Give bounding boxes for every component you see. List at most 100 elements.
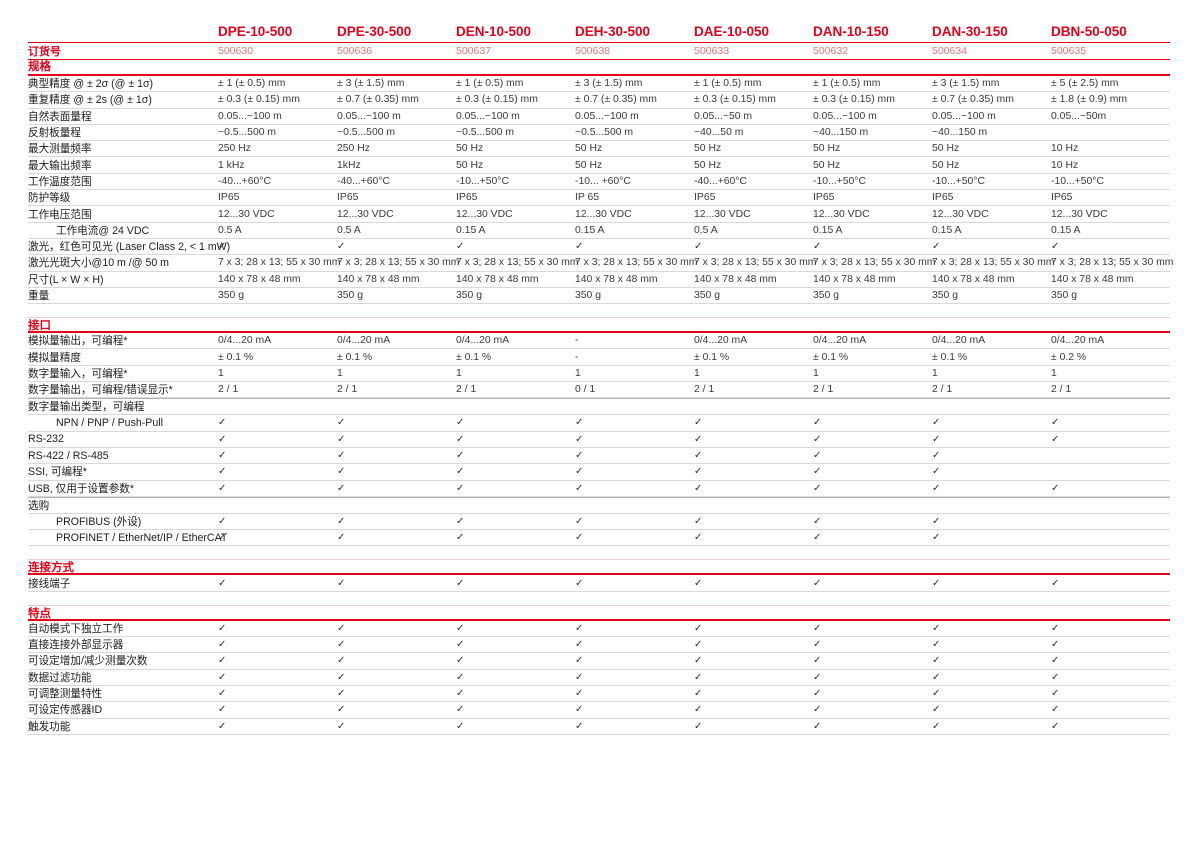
table-row: 重复精度 @ ± 2s (@ ± 1σ) ± 0.3 (± 0.15) mm ± 0…: [28, 92, 1170, 109]
check-mark: ✓: [575, 622, 584, 634]
check-mark: ✓: [337, 515, 346, 527]
check-mark: ✓: [218, 532, 227, 544]
row-label: 最大输出频率: [28, 159, 92, 172]
check-mark: ✓: [575, 720, 584, 732]
cell-value: -40...+60°C: [694, 175, 747, 187]
cell-value: ± 0.7 (± 0.35) mm: [337, 94, 419, 106]
cell-value: 1: [218, 367, 224, 379]
cell-value: 1: [1051, 367, 1057, 379]
cell-value: 2 / 1: [694, 384, 715, 396]
table-row: 典型精度 @ ± 2σ (@ ± 1σ) ± 1 (± 0.5) mm ± 3 (±…: [28, 76, 1170, 93]
row-label: 自然表面量程: [28, 110, 92, 123]
cell-value: 1kHz: [337, 159, 361, 171]
cell-value: ± 0.1 %: [813, 351, 849, 363]
check-mark: ✓: [1051, 482, 1060, 494]
check-mark: ✓: [575, 433, 584, 445]
table-row: 数字量输入，可编程* 1 1 1 1 1 1 1 1: [28, 366, 1170, 383]
check-mark: ✓: [1051, 688, 1060, 700]
cell-value: 50 Hz: [813, 159, 841, 171]
section-header: 接口: [28, 317, 1170, 334]
table-row: 模拟量精度 ± 0.1 % ± 0.1 % ± 0.1 % - ± 0.1 % ± 0.1 …: [28, 349, 1170, 366]
cell-value: 7 x 3; 28 x 13; 55 x 30 mm: [813, 257, 936, 269]
check-mark: ✓: [694, 241, 703, 253]
cell-value: 0/4...20 mA: [218, 335, 272, 347]
check-mark: ✓: [337, 720, 346, 732]
check-mark: ✓: [337, 466, 346, 478]
row-label: NPN / PNP / Push-Pull: [56, 416, 163, 429]
check-mark: ✓: [337, 532, 346, 544]
cell-value: 50 Hz: [813, 143, 841, 155]
check-mark: ✓: [218, 450, 227, 462]
check-mark: ✓: [575, 450, 584, 462]
order-number-label: 订货号: [28, 46, 61, 58]
cell-value: IP65: [1051, 192, 1073, 204]
table-row: 直接连接外部显示器 ✓ ✓ ✓ ✓ ✓ ✓ ✓ ✓: [28, 637, 1170, 654]
check-mark: ✓: [1051, 417, 1060, 429]
table-row: 自然表面量程 0.05...~100 m 0.05...~100 m 0.05...~…: [28, 109, 1170, 125]
check-mark: ✓: [932, 532, 941, 544]
table-row: RS-232 ✓ ✓ ✓ ✓ ✓ ✓ ✓ ✓: [28, 432, 1170, 448]
cell-value: 0.5 A: [218, 224, 242, 236]
cell-value: 0/4...20 mA: [694, 335, 748, 347]
cell-value: 7 x 3; 28 x 13; 55 x 30 mm: [1051, 257, 1174, 269]
cell-value: ± 0.3 (± 0.15) mm: [694, 94, 776, 106]
cell-value: ± 1.8 (± 0.9) mm: [1051, 94, 1128, 106]
check-mark: ✓: [218, 417, 227, 429]
check-mark: ✓: [932, 704, 941, 716]
check-mark: ✓: [337, 241, 346, 253]
cell-value: 350 g: [218, 290, 245, 301]
cell-value: ~40...150 m: [932, 127, 988, 139]
check-mark: ✓: [337, 655, 346, 667]
product-name: DBN-50-050: [1051, 24, 1127, 39]
check-mark: ✓: [1051, 720, 1060, 732]
cell-value: 140 x 78 x 48 mm: [575, 273, 658, 285]
order-number: 500638: [575, 45, 611, 57]
row-label: 可设定传感器ID: [28, 704, 103, 717]
check-mark: ✓: [218, 577, 227, 589]
check-mark: ✓: [218, 241, 227, 253]
table-row: PROFIBUS (外设) ✓ ✓ ✓ ✓ ✓ ✓ ✓: [28, 514, 1170, 531]
cell-value: 50 Hz: [932, 143, 960, 155]
cell-value: 12...30 VDC: [337, 208, 394, 220]
cell-value: 140 x 78 x 48 mm: [456, 273, 539, 285]
check-mark: ✓: [456, 639, 465, 651]
cell-value: ± 0.2 %: [1051, 351, 1087, 363]
row-label: RS-422 / RS-485: [28, 449, 109, 462]
check-mark: ✓: [218, 433, 227, 445]
check-mark: ✓: [575, 577, 584, 589]
row-label: 选购: [28, 499, 50, 512]
check-mark: ✓: [575, 688, 584, 700]
cell-value: IP65: [932, 192, 954, 204]
section-title: 连接方式: [28, 562, 74, 575]
cell-value: IP65: [456, 192, 478, 204]
section-header: 特点: [28, 604, 1170, 621]
section-title: 接口: [28, 320, 51, 333]
check-mark: ✓: [575, 241, 584, 253]
cell-value: 50 Hz: [575, 159, 603, 171]
check-mark: ✓: [456, 466, 465, 478]
check-mark: ✓: [337, 704, 346, 716]
cell-value: 140 x 78 x 48 mm: [694, 273, 777, 285]
cell-value: 0.15 A: [1051, 224, 1081, 236]
table-row: 数据过滤功能 ✓ ✓ ✓ ✓ ✓ ✓ ✓ ✓: [28, 670, 1170, 686]
product-name: DAE-10-050: [694, 24, 770, 39]
row-label: 直接连接外部显示器: [28, 639, 124, 652]
check-mark: ✓: [932, 639, 941, 651]
section-title: 规格: [28, 61, 51, 73]
cell-value: 0.05...~50 m: [694, 110, 753, 122]
cell-value: 2 / 1: [932, 384, 953, 396]
table-row: 数字量输出，可编程/错误显示* 2 / 1 2 / 1 2 / 1 0 / 1 2 / 1…: [28, 382, 1170, 399]
product-header-row: DPE-10-500 DPE-30-500 DEN-10-500 DEH-30-500…: [28, 24, 1170, 43]
row-label: USB, 仅用于设置参数*: [28, 482, 134, 495]
order-number: 500632: [813, 45, 849, 57]
cell-value: 140 x 78 x 48 mm: [218, 273, 301, 285]
cell-value: 1: [575, 367, 581, 379]
check-mark: ✓: [694, 466, 703, 478]
table-row: 自动模式下独立工作 ✓ ✓ ✓ ✓ ✓ ✓ ✓ ✓: [28, 621, 1170, 638]
cell-value: 2 / 1: [337, 384, 358, 396]
check-mark: ✓: [813, 515, 822, 527]
cell-value: 2 / 1: [1051, 384, 1072, 396]
row-label: 数据过滤功能: [28, 671, 92, 684]
check-mark: ✓: [456, 482, 465, 494]
cell-value: 10 Hz: [1051, 143, 1079, 155]
